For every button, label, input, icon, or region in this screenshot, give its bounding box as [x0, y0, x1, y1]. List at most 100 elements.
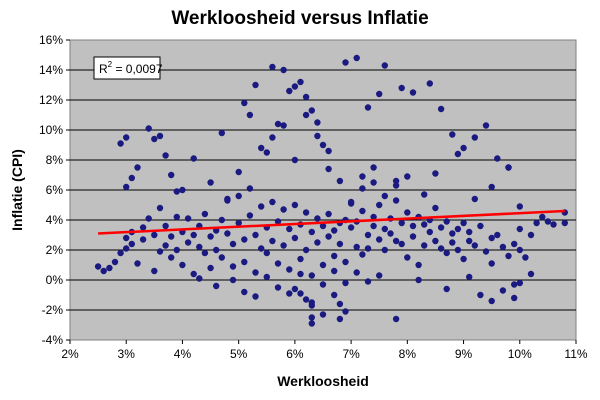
- data-point: [207, 233, 214, 240]
- data-point: [123, 134, 130, 141]
- data-point: [376, 201, 383, 209]
- data-point: [477, 291, 484, 299]
- trendline: [98, 209, 565, 235]
- data-point: [123, 245, 130, 252]
- data-point: [449, 230, 456, 237]
- data-point: [376, 90, 383, 98]
- data-point: [302, 111, 310, 119]
- data-point: [342, 258, 349, 266]
- data-point: [162, 242, 169, 249]
- data-point: [302, 209, 310, 216]
- data-point: [274, 260, 282, 267]
- data-point: [381, 192, 388, 200]
- data-point: [499, 287, 507, 294]
- data-point: [314, 119, 321, 126]
- data-point: [207, 179, 214, 186]
- x-tick-label: 3%: [118, 347, 136, 361]
- data-point: [173, 246, 180, 254]
- data-point: [213, 282, 220, 290]
- data-point: [516, 203, 523, 210]
- data-point: [561, 219, 568, 227]
- data-point: [336, 300, 344, 308]
- data-point: [117, 249, 124, 257]
- data-point: [302, 93, 310, 101]
- y-tick-label: 0%: [46, 273, 64, 287]
- data-point: [432, 204, 439, 212]
- data-point: [314, 215, 321, 222]
- r2-value: = 0,0097: [112, 62, 163, 76]
- data-point: [184, 215, 192, 222]
- data-point: [179, 186, 186, 194]
- data-point: [342, 279, 349, 287]
- data-point: [516, 279, 523, 287]
- data-point: [347, 198, 355, 206]
- r-squared-box: R2 = 0,0097: [93, 56, 163, 80]
- data-point: [471, 134, 478, 141]
- data-point: [280, 122, 287, 129]
- data-point: [297, 270, 304, 278]
- data-point: [359, 185, 366, 192]
- data-point: [190, 231, 197, 239]
- data-point: [494, 231, 501, 239]
- data-point: [466, 237, 473, 245]
- data-point: [218, 216, 225, 224]
- data-point: [235, 168, 242, 176]
- data-point: [302, 296, 310, 303]
- data-point: [308, 107, 315, 114]
- data-point: [224, 195, 231, 203]
- data-point: [437, 245, 445, 252]
- data-point: [218, 129, 225, 137]
- data-point: [106, 264, 113, 272]
- data-point: [241, 99, 248, 107]
- data-point: [151, 267, 158, 275]
- data-point: [511, 281, 518, 288]
- data-point: [522, 254, 529, 261]
- data-point: [488, 260, 495, 267]
- data-point: [415, 261, 422, 269]
- data-point: [162, 152, 169, 159]
- data-point: [421, 221, 428, 228]
- data-point: [364, 278, 372, 285]
- data-point: [381, 246, 388, 254]
- data-point: [398, 84, 405, 92]
- data-point: [392, 197, 400, 204]
- data-point: [168, 233, 175, 240]
- data-point: [241, 288, 248, 296]
- data-point: [539, 213, 546, 221]
- data-point: [359, 173, 366, 180]
- data-point: [319, 261, 327, 269]
- data-point: [460, 255, 467, 263]
- data-point: [269, 134, 276, 141]
- x-tick-label: 4%: [174, 347, 192, 361]
- data-point: [404, 254, 411, 261]
- x-tick-label: 8%: [399, 347, 417, 361]
- data-point: [308, 228, 315, 236]
- data-point: [286, 225, 293, 233]
- data-point: [235, 192, 242, 200]
- data-point: [139, 224, 147, 231]
- data-point: [516, 225, 523, 233]
- data-point: [168, 254, 175, 261]
- y-tick-label: 16%: [39, 33, 63, 47]
- data-point: [274, 120, 282, 128]
- data-point: [263, 249, 270, 257]
- data-point: [381, 62, 388, 69]
- data-point: [392, 177, 400, 185]
- data-point: [353, 243, 360, 251]
- data-point: [229, 263, 237, 270]
- x-axis-label: Werkloosheid: [277, 373, 369, 389]
- data-point: [246, 185, 254, 192]
- data-point: [516, 246, 523, 254]
- data-point: [331, 291, 338, 299]
- data-point: [213, 246, 220, 254]
- svg-text:R2 = 0,0097: R2 = 0,0097: [99, 60, 163, 76]
- data-point: [527, 270, 535, 278]
- data-point: [314, 239, 321, 246]
- data-point: [229, 276, 237, 284]
- data-point: [274, 218, 282, 225]
- y-tick-label: 4%: [46, 213, 64, 227]
- data-point: [173, 188, 180, 195]
- data-point: [196, 243, 203, 251]
- data-point: [426, 228, 433, 236]
